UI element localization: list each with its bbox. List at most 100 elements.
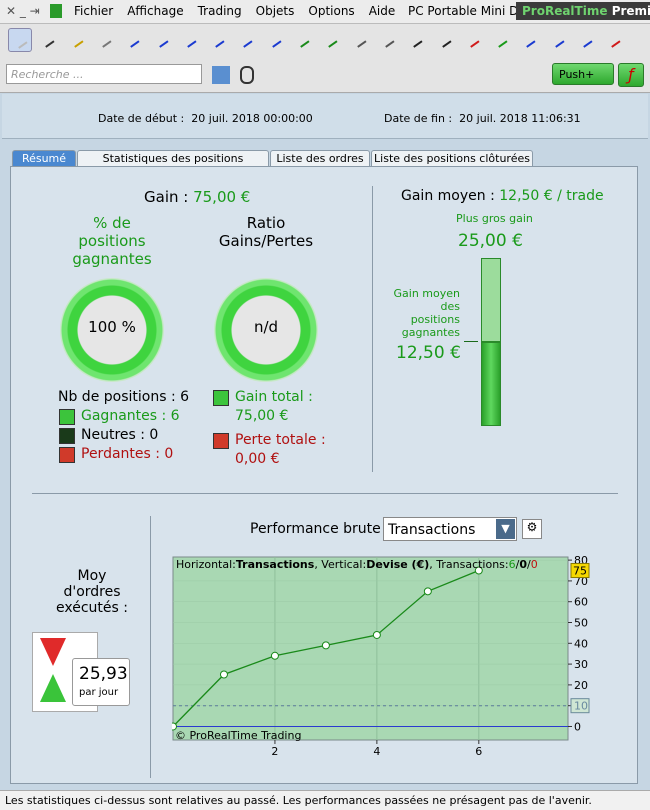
- menu-item[interactable]: Aide: [368, 4, 396, 18]
- down-arrow: [40, 638, 66, 666]
- value-label-box: [570, 563, 590, 579]
- total-loss-label: Perte totale :: [235, 432, 326, 448]
- tool-button[interactable]: [574, 28, 596, 50]
- losing: Perdantes : 0: [81, 446, 174, 462]
- end-date: Date de fin : 20 juil. 2018 11:06:31: [384, 112, 581, 125]
- y-tick-label: 30: [574, 658, 588, 671]
- menu-item[interactable]: Affichage: [127, 4, 184, 18]
- y-tick-label: 70: [574, 575, 588, 588]
- tool-button[interactable]: [319, 28, 341, 50]
- win-pct-value: 100 %: [88, 318, 136, 336]
- tool-button[interactable]: [8, 28, 32, 52]
- average-value: 12,50 € / trade: [499, 188, 604, 204]
- window-title: PC Portable Mini Dax: [408, 4, 533, 18]
- performance-select[interactable]: Transactions: [383, 517, 517, 541]
- copyright: © ProRealTime Trading: [175, 729, 301, 742]
- header-part: 0: [519, 558, 527, 571]
- tool-button[interactable]: [376, 28, 398, 50]
- win-pct-gauge: 100 %: [60, 278, 164, 382]
- end-value: 20 juil. 2018 11:06:31: [459, 112, 581, 125]
- tool-button[interactable]: [348, 28, 370, 50]
- header-part: 0: [531, 558, 538, 571]
- y-tick-label: 20: [574, 679, 588, 692]
- orders-box: [72, 658, 130, 706]
- ratio-title: Ratio Gains/Pertes: [218, 214, 314, 250]
- tool-button[interactable]: [206, 28, 228, 50]
- header-part: , Transactions:: [429, 558, 508, 571]
- tab[interactable]: Résumé: [12, 150, 76, 167]
- window-controls[interactable]: ✕ _ ⇥: [6, 4, 40, 18]
- gauge-top: [481, 258, 501, 342]
- tool-button[interactable]: [121, 28, 143, 50]
- tool-button[interactable]: [93, 28, 115, 50]
- positions: Nb de positions : 6: [58, 389, 190, 405]
- chart: 2 4 60102030405060708075Horizontal:Transac…: [172, 555, 590, 758]
- start-date: Date de début : 20 juil. 2018 00:00:00: [98, 112, 313, 125]
- total-loss: 0,00 €: [235, 451, 280, 467]
- gain: Gain : 75,00 €: [144, 188, 250, 206]
- average-label: Gain moyen :: [401, 188, 495, 204]
- gain-value: 75,00 €: [193, 188, 251, 206]
- tool-button[interactable]: [178, 28, 200, 50]
- point: [270, 651, 279, 660]
- tool-button[interactable]: [433, 28, 455, 50]
- y-tick-label: 60: [574, 596, 588, 609]
- search-input[interactable]: Recherche ...: [6, 64, 202, 84]
- tool-button[interactable]: [602, 28, 624, 50]
- settings-button[interactable]: ⚙: [522, 519, 542, 539]
- average-gain: Gain moyen : 12,50 € / trade: [401, 188, 604, 204]
- pointer: [464, 341, 478, 342]
- tool-button[interactable]: [404, 28, 426, 50]
- formula-button[interactable]: ƒ: [618, 63, 644, 87]
- start-value: 20 juil. 2018 00:00:00: [191, 112, 313, 125]
- orders-unit: par jour: [79, 687, 119, 698]
- tool-button[interactable]: [517, 28, 539, 50]
- footer: Les statistiques ci-dessus sont relative…: [5, 794, 592, 807]
- legend-swatch: [59, 447, 75, 463]
- tool-button[interactable]: [263, 28, 285, 50]
- alert-icon[interactable]: [240, 66, 254, 84]
- menu-item[interactable]: Options: [308, 4, 355, 18]
- tab[interactable]: Liste des ordres: [270, 150, 370, 167]
- menu-item[interactable]: Fichier: [74, 4, 114, 18]
- date-band: [2, 94, 648, 139]
- push-button[interactable]: Push+: [552, 63, 614, 85]
- tool-button[interactable]: [150, 28, 172, 50]
- window-icon[interactable]: [212, 66, 230, 84]
- x-tick-label: 2: [271, 745, 278, 758]
- tool-button[interactable]: [461, 28, 483, 50]
- point: [372, 630, 381, 639]
- header-part: Transactions: [236, 558, 315, 571]
- menu-item[interactable]: Objets: [255, 4, 295, 18]
- y-tick-label: 50: [574, 617, 588, 630]
- avg-win-value: 12,50 €: [396, 343, 461, 363]
- tool-button[interactable]: [65, 28, 87, 50]
- total-gain: 75,00 €: [235, 408, 289, 424]
- tool-button[interactable]: [489, 28, 511, 50]
- tab[interactable]: Statistiques des positions clôturées: [77, 150, 269, 181]
- tool-button[interactable]: [36, 28, 58, 50]
- header-part: 6: [509, 558, 516, 571]
- header-part: /: [516, 558, 520, 571]
- x-tick-label: 6: [475, 745, 482, 758]
- performance-label: Performance brute: [250, 521, 381, 537]
- y-tick-label: 10: [574, 700, 588, 713]
- tool-button[interactable]: [291, 28, 313, 50]
- win-pct-title: % de positions gagnantes: [72, 214, 152, 268]
- legend-swatch: [59, 428, 75, 444]
- divider: [32, 493, 618, 494]
- tool-button[interactable]: [546, 28, 568, 50]
- header-part: Devise (€): [366, 558, 429, 571]
- ratio-value: n/d: [253, 318, 279, 336]
- chart-header: Horizontal:Transactions, Vertical:Devise…: [176, 558, 538, 571]
- toolbar: [0, 24, 650, 58]
- menu: Fichier Affichage Trading Objets Options Aide: [74, 4, 395, 18]
- tab[interactable]: Liste des positions clôturées: [371, 150, 533, 167]
- dropdown-button[interactable]: ▼: [496, 519, 515, 539]
- legend-swatch: [59, 409, 75, 425]
- orders-value: 25,93: [79, 664, 128, 684]
- menu-item[interactable]: Trading: [197, 4, 242, 18]
- value-label: 75: [573, 565, 587, 578]
- point: [219, 670, 228, 679]
- tool-button[interactable]: [234, 28, 256, 50]
